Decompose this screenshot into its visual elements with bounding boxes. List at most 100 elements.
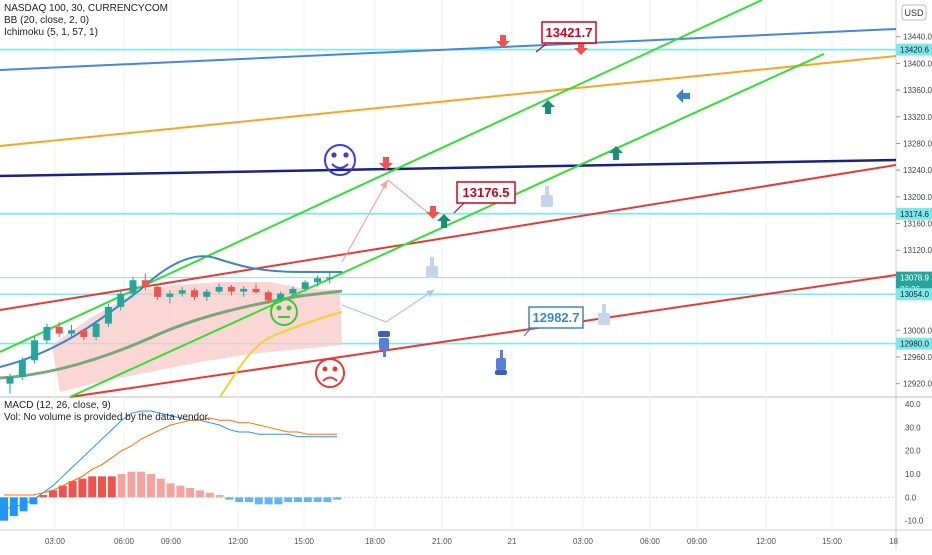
macd-histogram-bar[interactable]: [245, 497, 253, 502]
candle-body[interactable]: [215, 286, 223, 292]
candlesticks[interactable]: [6, 271, 334, 394]
candle-body[interactable]: [203, 291, 211, 297]
candle-body[interactable]: [80, 330, 88, 337]
candle-body[interactable]: [264, 292, 272, 301]
macd-histogram-bar[interactable]: [156, 478, 165, 498]
macd-histogram-bar[interactable]: [264, 497, 273, 505]
macd-histogram-bar[interactable]: [166, 483, 175, 498]
happy-face-icon[interactable]: [324, 144, 356, 176]
macd-histogram-bar[interactable]: [127, 471, 136, 498]
candle-body[interactable]: [240, 288, 248, 292]
callout-13421[interactable]: 13421.7: [535, 21, 597, 53]
macd-histogram-bar[interactable]: [333, 497, 342, 500]
macd-histogram-bar[interactable]: [78, 478, 87, 498]
candle-body[interactable]: [314, 278, 321, 283]
currency-badge[interactable]: USD: [901, 4, 927, 21]
candle-body[interactable]: [31, 340, 39, 361]
trendline-red-lower[interactable]: [69, 274, 897, 398]
macd-histogram-bar[interactable]: [254, 497, 263, 505]
trendline-green-upper[interactable]: [0, 0, 763, 353]
callout-13176[interactable]: 13176.5: [453, 181, 516, 214]
trendline-red-upper[interactable]: [0, 164, 897, 311]
candle-body[interactable]: [18, 360, 26, 377]
macd-histogram-bar[interactable]: [68, 481, 77, 498]
macd-histogram-bar[interactable]: [137, 471, 146, 498]
signal-line[interactable]: [4, 417, 338, 496]
sad-face-icon[interactable]: [315, 358, 345, 388]
macd-pane[interactable]: [0, 410, 896, 521]
macd-histogram-bar[interactable]: [323, 497, 332, 502]
arrow-down-icon[interactable]: [426, 206, 440, 219]
macd-histogram-bar[interactable]: [88, 476, 97, 498]
macd-histogram-bar[interactable]: [294, 497, 302, 502]
ichimoku-indicator-label[interactable]: Ichimoku (5, 1, 57, 1): [4, 27, 98, 38]
macd-indicator-label[interactable]: MACD (12, 26, close, 9): [4, 400, 111, 411]
macd-histogram-bar[interactable]: [274, 497, 283, 505]
candle-body[interactable]: [68, 330, 75, 334]
macd-histogram-bar[interactable]: [186, 488, 195, 498]
hand-pointing-up-icon[interactable]: [541, 186, 553, 207]
candle-body[interactable]: [104, 306, 112, 324]
hand-pointing-up-icon[interactable]: [426, 257, 438, 278]
arrow-down-icon[interactable]: [574, 42, 588, 55]
candle-body[interactable]: [117, 293, 125, 307]
macd-histogram-bar[interactable]: [39, 495, 48, 498]
symbol-title[interactable]: NASDAQ 100, 30, CURRENCYCOM: [4, 3, 168, 14]
macd-histogram-bar[interactable]: [107, 476, 116, 498]
candle-body[interactable]: [154, 286, 162, 297]
hand-icons[interactable]: [378, 186, 610, 375]
trendline-navy[interactable]: [0, 158, 897, 178]
candle-body[interactable]: [326, 277, 334, 280]
candle-body[interactable]: [6, 376, 14, 384]
projection-arrows[interactable]: [341, 179, 435, 323]
candle-body[interactable]: [166, 293, 174, 297]
arrow-up-icon[interactable]: [609, 146, 623, 160]
candle-body[interactable]: [289, 288, 297, 294]
arrow-down-icon[interactable]: [379, 157, 393, 170]
macd-histogram-bar[interactable]: [196, 490, 204, 498]
macd-histogram-bar[interactable]: [235, 497, 244, 502]
candle-body[interactable]: [227, 286, 235, 292]
candle-body[interactable]: [55, 326, 63, 334]
bb-indicator-label[interactable]: BB (20, close, 2, 0): [4, 15, 90, 26]
time-axis[interactable]: 03:00 06:00 09:00 12:00 15:00 18:00 21:00 21 03:…: [45, 537, 899, 546]
signal-arrows[interactable]: [379, 35, 690, 228]
macd-histogram-bar[interactable]: [313, 497, 322, 502]
macd-histogram-bar[interactable]: [117, 474, 126, 498]
callout-12982[interactable]: 12982.7: [523, 306, 584, 337]
trendline-orange[interactable]: [0, 55, 897, 147]
macd-histogram-bar[interactable]: [215, 495, 224, 498]
candle-body[interactable]: [129, 280, 137, 294]
macd-histogram-bar[interactable]: [225, 497, 234, 500]
arrow-left-icon[interactable]: [676, 89, 690, 103]
macd-histogram-bar[interactable]: [205, 492, 214, 498]
macd-histogram-bar[interactable]: [98, 476, 106, 498]
macd-line[interactable]: [3, 410, 338, 510]
macd-histogram-bar[interactable]: [147, 474, 155, 498]
arrow-up-icon[interactable]: [541, 100, 555, 114]
price-axis[interactable]: 13440.0 13400.0 13360.0 13320.0 13280.0 13240…: [896, 33, 932, 389]
macd-histogram-bar[interactable]: [284, 497, 293, 502]
arrow-down-icon[interactable]: [496, 35, 510, 48]
candle-body[interactable]: [301, 282, 309, 289]
macd-histogram-bar[interactable]: [58, 485, 67, 498]
macd-histogram-bar[interactable]: [176, 485, 185, 498]
hand-pointing-up-icon[interactable]: [598, 304, 610, 325]
macd-histogram-bar[interactable]: [303, 497, 312, 502]
candle-body[interactable]: [141, 280, 149, 287]
candle-body[interactable]: [178, 290, 186, 294]
hand-pointing-down-icon[interactable]: [378, 331, 390, 357]
price-tick-label: 13000.0: [903, 326, 932, 335]
candle-body[interactable]: [252, 288, 260, 293]
neutral-face-icon[interactable]: [270, 298, 298, 326]
macd-histogram-bar[interactable]: [29, 497, 38, 505]
hand-pointing-down-icon[interactable]: [495, 350, 507, 375]
candle-body[interactable]: [92, 323, 100, 337]
candle-body[interactable]: [43, 326, 51, 341]
candle-body[interactable]: [191, 290, 198, 297]
candle-body[interactable]: [277, 293, 285, 301]
macd-histogram-bar[interactable]: [49, 490, 57, 498]
arrow-up-icon[interactable]: [437, 214, 451, 228]
trendline-blue-upper[interactable]: [0, 28, 897, 71]
